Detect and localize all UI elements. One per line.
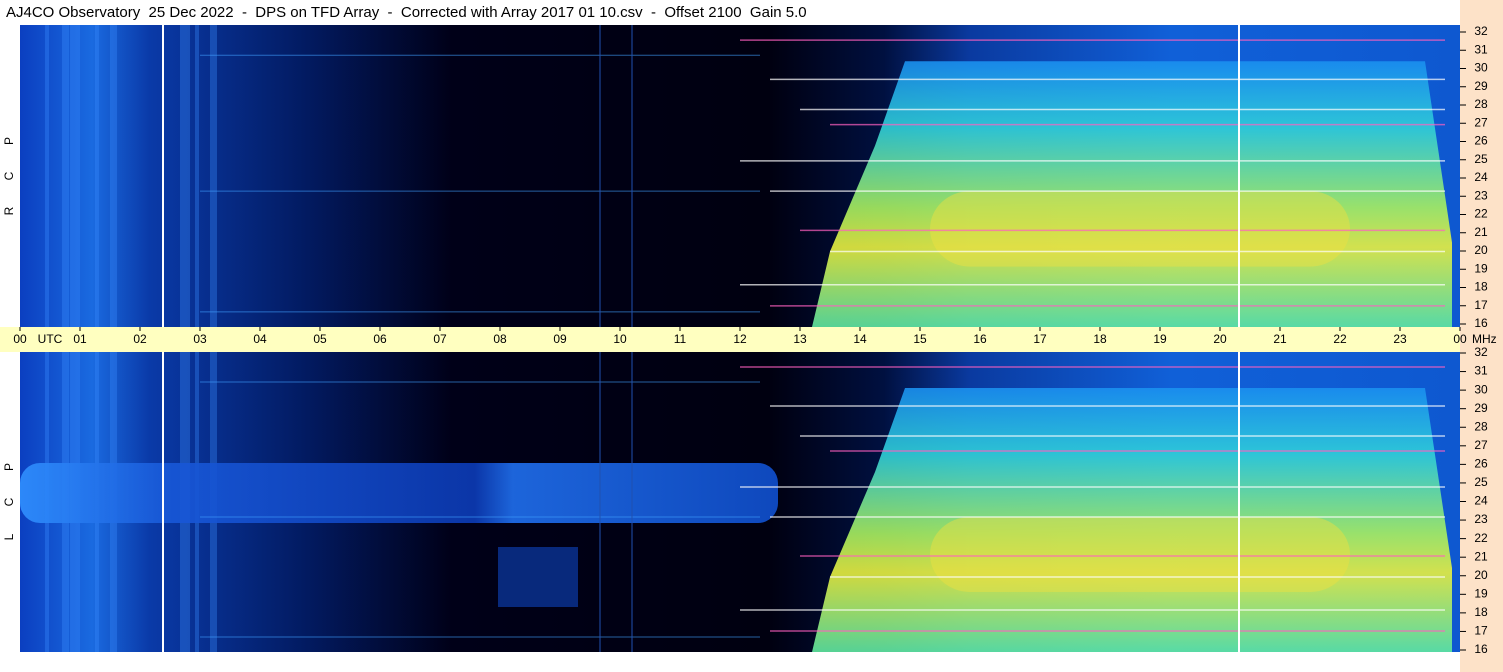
emission-band (498, 547, 578, 607)
y-axis-label: MHz (1472, 332, 1497, 346)
y-tick-label: 23 (1474, 188, 1488, 202)
panel-label: P (2, 463, 16, 471)
panel-label: C (2, 171, 16, 180)
y-tick-label: 21 (1474, 549, 1488, 563)
x-tick-label: 04 (253, 332, 267, 346)
chart-title: AJ4CO Observatory 25 Dec 2022 - DPS on T… (6, 4, 807, 21)
x-tick-label: 15 (913, 332, 927, 346)
y-tick-label: 32 (1474, 24, 1488, 38)
stripe (195, 25, 199, 327)
title-bar (0, 0, 1503, 25)
y-tick-label: 28 (1474, 97, 1488, 111)
y-tick-label: 24 (1474, 170, 1488, 184)
x-tick-label: 00 (1453, 332, 1467, 346)
y-tick-label: 25 (1474, 475, 1488, 489)
hot-core (930, 191, 1350, 267)
x-tick-label: 11 (674, 332, 687, 346)
panel-label-bg (0, 352, 20, 652)
y-tick-label: 28 (1474, 419, 1488, 433)
x-tick-label: 21 (1273, 332, 1287, 346)
x-tick-label: 12 (733, 332, 747, 346)
stripe (180, 25, 190, 327)
y-tick-label: 25 (1474, 152, 1488, 166)
y-tick-label: 20 (1474, 243, 1488, 257)
y-tick-label: 23 (1474, 512, 1488, 526)
y-tick-label: 22 (1474, 531, 1488, 545)
x-axis-label: UTC (38, 332, 63, 346)
x-tick-label: 19 (1153, 332, 1167, 346)
x-tick-label: 23 (1393, 332, 1407, 346)
y-tick-label: 27 (1474, 115, 1488, 129)
x-tick-label: 13 (793, 332, 807, 346)
y-tick-label: 17 (1474, 298, 1488, 312)
y-tick-label: 22 (1474, 207, 1488, 221)
y-tick-label: 27 (1474, 438, 1488, 452)
x-tick-label: 06 (373, 332, 387, 346)
panel-label: L (2, 533, 16, 540)
panel-label-bg (0, 25, 20, 327)
y-tick-label: 20 (1474, 568, 1488, 582)
y-tick-label: 29 (1474, 79, 1488, 93)
panel-label: P (2, 137, 16, 145)
stripe (95, 25, 99, 327)
x-tick-label: 05 (313, 332, 327, 346)
stripe (45, 25, 49, 327)
x-tick-label: 17 (1033, 332, 1047, 346)
y-tick-label: 26 (1474, 457, 1488, 471)
x-tick-label: 00 (13, 332, 27, 346)
y-tick-label: 24 (1474, 494, 1488, 508)
x-tick-label: 07 (433, 332, 447, 346)
y-tick-label: 30 (1474, 61, 1488, 75)
hot-core (930, 517, 1350, 592)
stripe (62, 25, 69, 327)
y-tick-label: 16 (1474, 316, 1488, 330)
y-tick-label: 29 (1474, 401, 1488, 415)
emission-band (20, 463, 778, 523)
y-tick-label: 18 (1474, 280, 1488, 294)
y-tick-label: 31 (1474, 42, 1488, 56)
y-tick-label: 32 (1474, 345, 1488, 359)
stripe (110, 25, 117, 327)
y-tick-label: 31 (1474, 364, 1488, 378)
y-tick-label: 30 (1474, 382, 1488, 396)
x-tick-label: 22 (1333, 332, 1347, 346)
bottom-strip (0, 652, 1460, 672)
freq-axis-bg (1460, 0, 1503, 672)
x-tick-label: 20 (1213, 332, 1227, 346)
x-tick-label: 03 (193, 332, 207, 346)
y-tick-label: 18 (1474, 605, 1488, 619)
hot-region (812, 388, 1452, 652)
time-axis-bg (0, 327, 1460, 352)
y-tick-label: 16 (1474, 642, 1488, 656)
x-tick-label: 10 (613, 332, 627, 346)
x-tick-label: 01 (73, 332, 87, 346)
panel-label: R (2, 206, 16, 215)
y-tick-label: 19 (1474, 586, 1488, 600)
stripe (210, 25, 217, 327)
x-tick-label: 08 (493, 332, 507, 346)
x-tick-label: 16 (973, 332, 987, 346)
x-tick-label: 14 (853, 332, 867, 346)
y-tick-label: 17 (1474, 624, 1488, 638)
x-tick-label: 09 (553, 332, 567, 346)
y-tick-label: 21 (1474, 225, 1488, 239)
x-tick-label: 02 (133, 332, 147, 346)
y-tick-label: 19 (1474, 261, 1488, 275)
panel-label: C (2, 497, 16, 506)
x-tick-label: 18 (1093, 332, 1107, 346)
hot-region (812, 61, 1452, 328)
stripe (70, 25, 80, 327)
y-tick-label: 26 (1474, 134, 1488, 148)
